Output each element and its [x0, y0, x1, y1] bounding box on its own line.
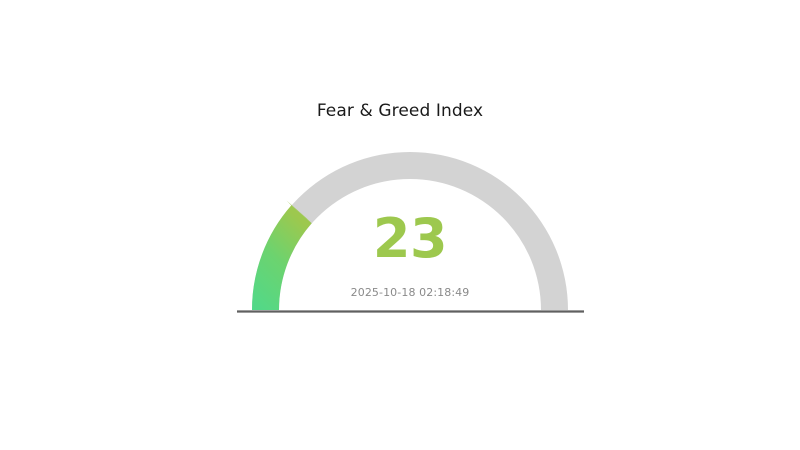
gauge-track-arc	[252, 152, 568, 310]
gauge-progress-arc	[251, 205, 312, 310]
gauge-progress-endcap-icon	[286, 200, 312, 224]
gauge-timestamp-label: 2025-10-18 02:18:49	[350, 286, 470, 299]
page-title: Fear & Greed Index	[316, 101, 484, 121]
gauge-value-label: 23	[372, 207, 448, 270]
